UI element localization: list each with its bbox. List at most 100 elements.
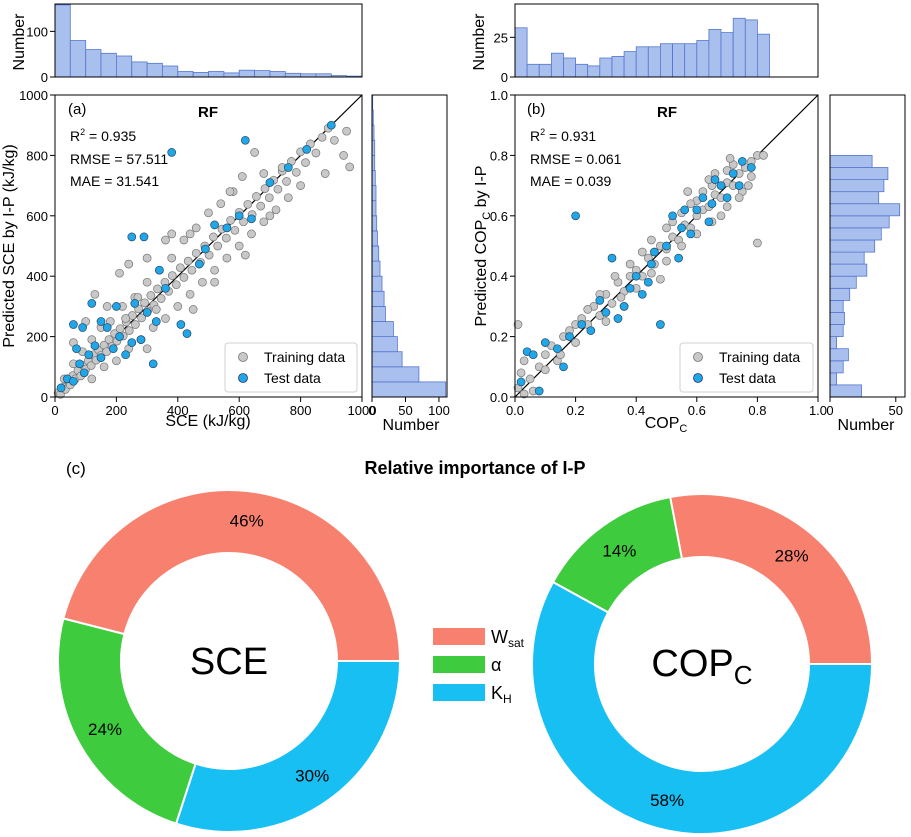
panel-a-training-point bbox=[210, 277, 219, 287]
panel-b-training-point bbox=[583, 305, 593, 314]
panel-b-training-point bbox=[625, 259, 635, 269]
panel-a-test-point bbox=[234, 211, 244, 221]
panel-a-training-point bbox=[115, 324, 125, 334]
panel-a-training-point bbox=[216, 199, 226, 209]
panel-a-training-point bbox=[171, 280, 181, 290]
panel-b-test-point bbox=[728, 169, 738, 178]
panel-a-right-hist-xlabel: Number bbox=[383, 417, 441, 434]
panel-a-test-point bbox=[326, 120, 336, 130]
panel-a-test-point bbox=[176, 320, 186, 329]
panel-a-top-hist-bar bbox=[192, 72, 209, 78]
panel-b-training-point bbox=[656, 274, 665, 284]
panel-a-training-point bbox=[320, 169, 330, 178]
panel-a-ytick-label: 1000 bbox=[19, 88, 48, 103]
panel-b-test-point bbox=[540, 338, 550, 347]
panel-a-training-point bbox=[167, 253, 177, 263]
panel-a-test-point bbox=[151, 317, 161, 326]
panel-a-training-point bbox=[173, 302, 183, 311]
donut-sce-slice-kh bbox=[174, 660, 402, 833]
panel-b-right-histogram: 0 50 Number bbox=[826, 94, 906, 434]
panel-b-right-hist-bar bbox=[829, 275, 857, 289]
panel-a-test-point bbox=[142, 308, 152, 317]
panel-b: Number 025 0.0 0.2 0.4 0.6 0.8 1.0 0.00.20.40… bbox=[471, 3, 906, 435]
panel-b-legend-training-marker bbox=[693, 352, 703, 362]
panel-a-test-point bbox=[69, 376, 78, 386]
panel-b-rmse: RMSE = 0.061 bbox=[530, 151, 622, 167]
panel-a-scatter: 0 200 400 600 800 1000 0 200 400 600 800 1000 SCE … bbox=[1, 88, 376, 430]
panel-b-right-hist-bar bbox=[829, 191, 880, 205]
donut-sce-value-label: 30% bbox=[295, 767, 329, 786]
panel-b-right-hist-bar bbox=[829, 251, 865, 265]
panel-b-right-hist-bar bbox=[829, 227, 882, 241]
panel-b-right-hist-xlabel: Number bbox=[838, 417, 896, 434]
panel-a-training-point bbox=[296, 181, 305, 190]
panel-b-training-point bbox=[616, 292, 626, 302]
panel-b-top-hist-frame bbox=[514, 3, 819, 78]
donut-sce-slice-alpha bbox=[57, 617, 197, 825]
panel-a-xtick-label: 600 bbox=[228, 403, 250, 418]
panel-a-right-histogram: 0 50 100 Number bbox=[368, 94, 450, 434]
panel-a-ytick-label: 400 bbox=[26, 269, 48, 284]
panel-b-training-point bbox=[519, 356, 529, 366]
panel-a-right-hist-bar bbox=[371, 336, 398, 353]
panel-b-xtick-label: 0.0 bbox=[506, 403, 524, 418]
donut-sce: 46% 24% 30% bbox=[57, 489, 402, 833]
panel-b-xtick-label: 1.0 bbox=[809, 403, 827, 418]
panel-b-scatter: 0.0 0.2 0.4 0.6 0.8 1.0 0.0 0.2 0.4 0.6 0.8 1.0 CO… bbox=[473, 88, 827, 435]
panel-b-right-hist-bar bbox=[829, 263, 868, 277]
panel-a-training-point bbox=[301, 158, 310, 167]
panel-b-training-point bbox=[607, 299, 617, 308]
panel-b-test-point bbox=[637, 289, 647, 299]
panel-b-test-point bbox=[631, 271, 641, 281]
panel-b-training-point bbox=[662, 256, 671, 266]
panel-b-ylabel: Predicted COPC by I-P bbox=[473, 166, 493, 327]
panel-b-top-hist-bar bbox=[538, 63, 552, 78]
panel-b-right-hist-bar bbox=[829, 287, 851, 301]
panel-b-test-point bbox=[516, 377, 526, 387]
panel-a-top-hist-bar bbox=[85, 49, 102, 78]
panel-b-label: (b) bbox=[527, 101, 545, 118]
panel-b-right-hist-bar bbox=[829, 324, 844, 338]
panel-a-top-hist-ytick-label: 100 bbox=[26, 24, 48, 39]
panel-b-training-point bbox=[525, 374, 535, 384]
panel-b-training-point bbox=[571, 338, 580, 347]
panel-a-training-point bbox=[156, 294, 166, 303]
panel-b-test-point bbox=[643, 277, 653, 287]
panel-a-right-hist-bar bbox=[371, 275, 383, 292]
panel-a-xtick-label: 800 bbox=[290, 403, 312, 418]
panel-a-top-hist-bar bbox=[208, 71, 225, 78]
panel-b-test-point bbox=[692, 205, 702, 215]
panel-a-xlabel: SCE (kJ/kg) bbox=[165, 413, 250, 430]
panel-b-training-point bbox=[610, 271, 620, 281]
panel-a-training-point bbox=[225, 187, 235, 196]
panel-b-test-point bbox=[571, 211, 580, 221]
panel-a-training-point bbox=[99, 362, 109, 372]
donut-sce-value-label: 46% bbox=[230, 512, 264, 531]
panel-a-legend-test: Test data bbox=[264, 370, 321, 386]
panel-b-r2: R2 = 0.931 bbox=[530, 127, 596, 144]
panel-a-test-point bbox=[69, 320, 78, 329]
panel-b-right-hist-bar bbox=[829, 372, 837, 386]
panel-a-xtick-label: 200 bbox=[106, 403, 128, 418]
panel-a-training-point bbox=[271, 205, 281, 215]
panel-b-right-hist-bar bbox=[829, 167, 889, 181]
panel-b-training-point bbox=[637, 247, 647, 257]
panel-b-xlabel: COPC bbox=[645, 415, 688, 435]
panel-b-training-point bbox=[746, 172, 756, 181]
panel-b-ytick-label: 0.8 bbox=[490, 148, 508, 163]
panel-a-top-hist-ytick-label: 0 bbox=[41, 70, 48, 85]
panel-b-test-point bbox=[553, 344, 562, 354]
panel-a-training-point bbox=[191, 248, 201, 258]
panel-a-right-hist-bar bbox=[371, 290, 385, 307]
panel-b-training-point bbox=[753, 238, 762, 248]
panel-a-training-point bbox=[342, 126, 351, 136]
panel-a-ytick-label: 200 bbox=[26, 330, 48, 345]
panel-b-training-point bbox=[662, 223, 671, 233]
panel-b-test-point bbox=[559, 362, 568, 372]
panel-a-right-hist-xtick-label: 50 bbox=[398, 403, 412, 418]
panel-a-test-point bbox=[302, 145, 312, 154]
panel-a-training-point bbox=[252, 192, 261, 201]
panel-b-right-hist-bar bbox=[829, 311, 845, 325]
panel-a-training-point bbox=[339, 151, 348, 160]
panel-b-training-point bbox=[519, 389, 529, 399]
